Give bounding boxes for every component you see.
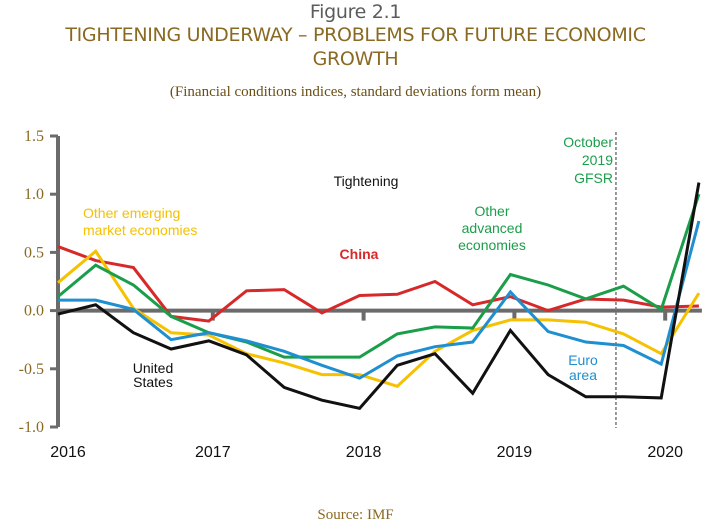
series-label-line: market economies	[83, 222, 197, 238]
source-note: Source: IMF	[317, 507, 394, 523]
series-label: Other advanced economies	[458, 203, 526, 253]
series-label-line: China	[340, 246, 379, 262]
series-line-other-emerging-market-economies	[57, 249, 701, 388]
series-label-line: Other emerging	[83, 205, 180, 221]
gfsr-annotation: October 2019 GFSR	[563, 134, 613, 186]
gfsr-annotation-line: GFSR	[574, 170, 613, 186]
y-tick-label: 0.0	[24, 303, 44, 320]
y-tick-label: 1.0	[24, 186, 44, 203]
series-line-other-advanced-economies	[57, 193, 701, 359]
series-label: Euro area	[568, 352, 598, 383]
y-tick-label: -1.0	[19, 419, 44, 436]
series-line-euro-area	[58, 220, 701, 380]
x-tick-label: 2017	[195, 444, 231, 461]
series-label-line: area	[569, 367, 597, 383]
figure-label: Figure 2.1	[309, 1, 402, 23]
tightening-annotation: Tightening	[334, 173, 399, 189]
series-label-line: States	[133, 374, 173, 390]
chart-subtitle: (Financial conditions indices, standard …	[169, 84, 542, 100]
chart-title: TIGHTENING UNDERWAY – PROBLEMS FOR FUTUR…	[65, 24, 646, 70]
series-label: China	[340, 246, 379, 262]
series-label-line: Euro	[568, 352, 598, 368]
y-tick-label: 0.5	[24, 244, 44, 261]
x-tick-label: 2020	[647, 444, 683, 461]
series-line-united-states	[57, 182, 701, 411]
x-tick-label: 2018	[346, 444, 382, 461]
series-line-china	[57, 245, 699, 323]
gfsr-annotation-line: 2019	[582, 152, 613, 168]
series-lines	[57, 182, 701, 411]
gfsr-annotation-line: October	[563, 134, 613, 150]
series-label: United States	[133, 360, 173, 390]
series-label-line: Other	[474, 203, 509, 219]
x-tick-label: 2016	[50, 444, 86, 461]
series-label-line: advanced	[462, 220, 523, 236]
y-tick-label: 1.5	[24, 128, 44, 145]
y-tick-label: -0.5	[19, 361, 44, 378]
series-label: Other emerging market economies	[83, 205, 197, 238]
axes: 1.5 1.0 0.5 0.0 -0.5 -1.0 2016 2017 2018 2019 2020	[19, 128, 702, 461]
x-tick-label: 2019	[497, 444, 533, 461]
series-label-line: United	[133, 360, 173, 376]
series-label-line: economies	[458, 237, 526, 253]
